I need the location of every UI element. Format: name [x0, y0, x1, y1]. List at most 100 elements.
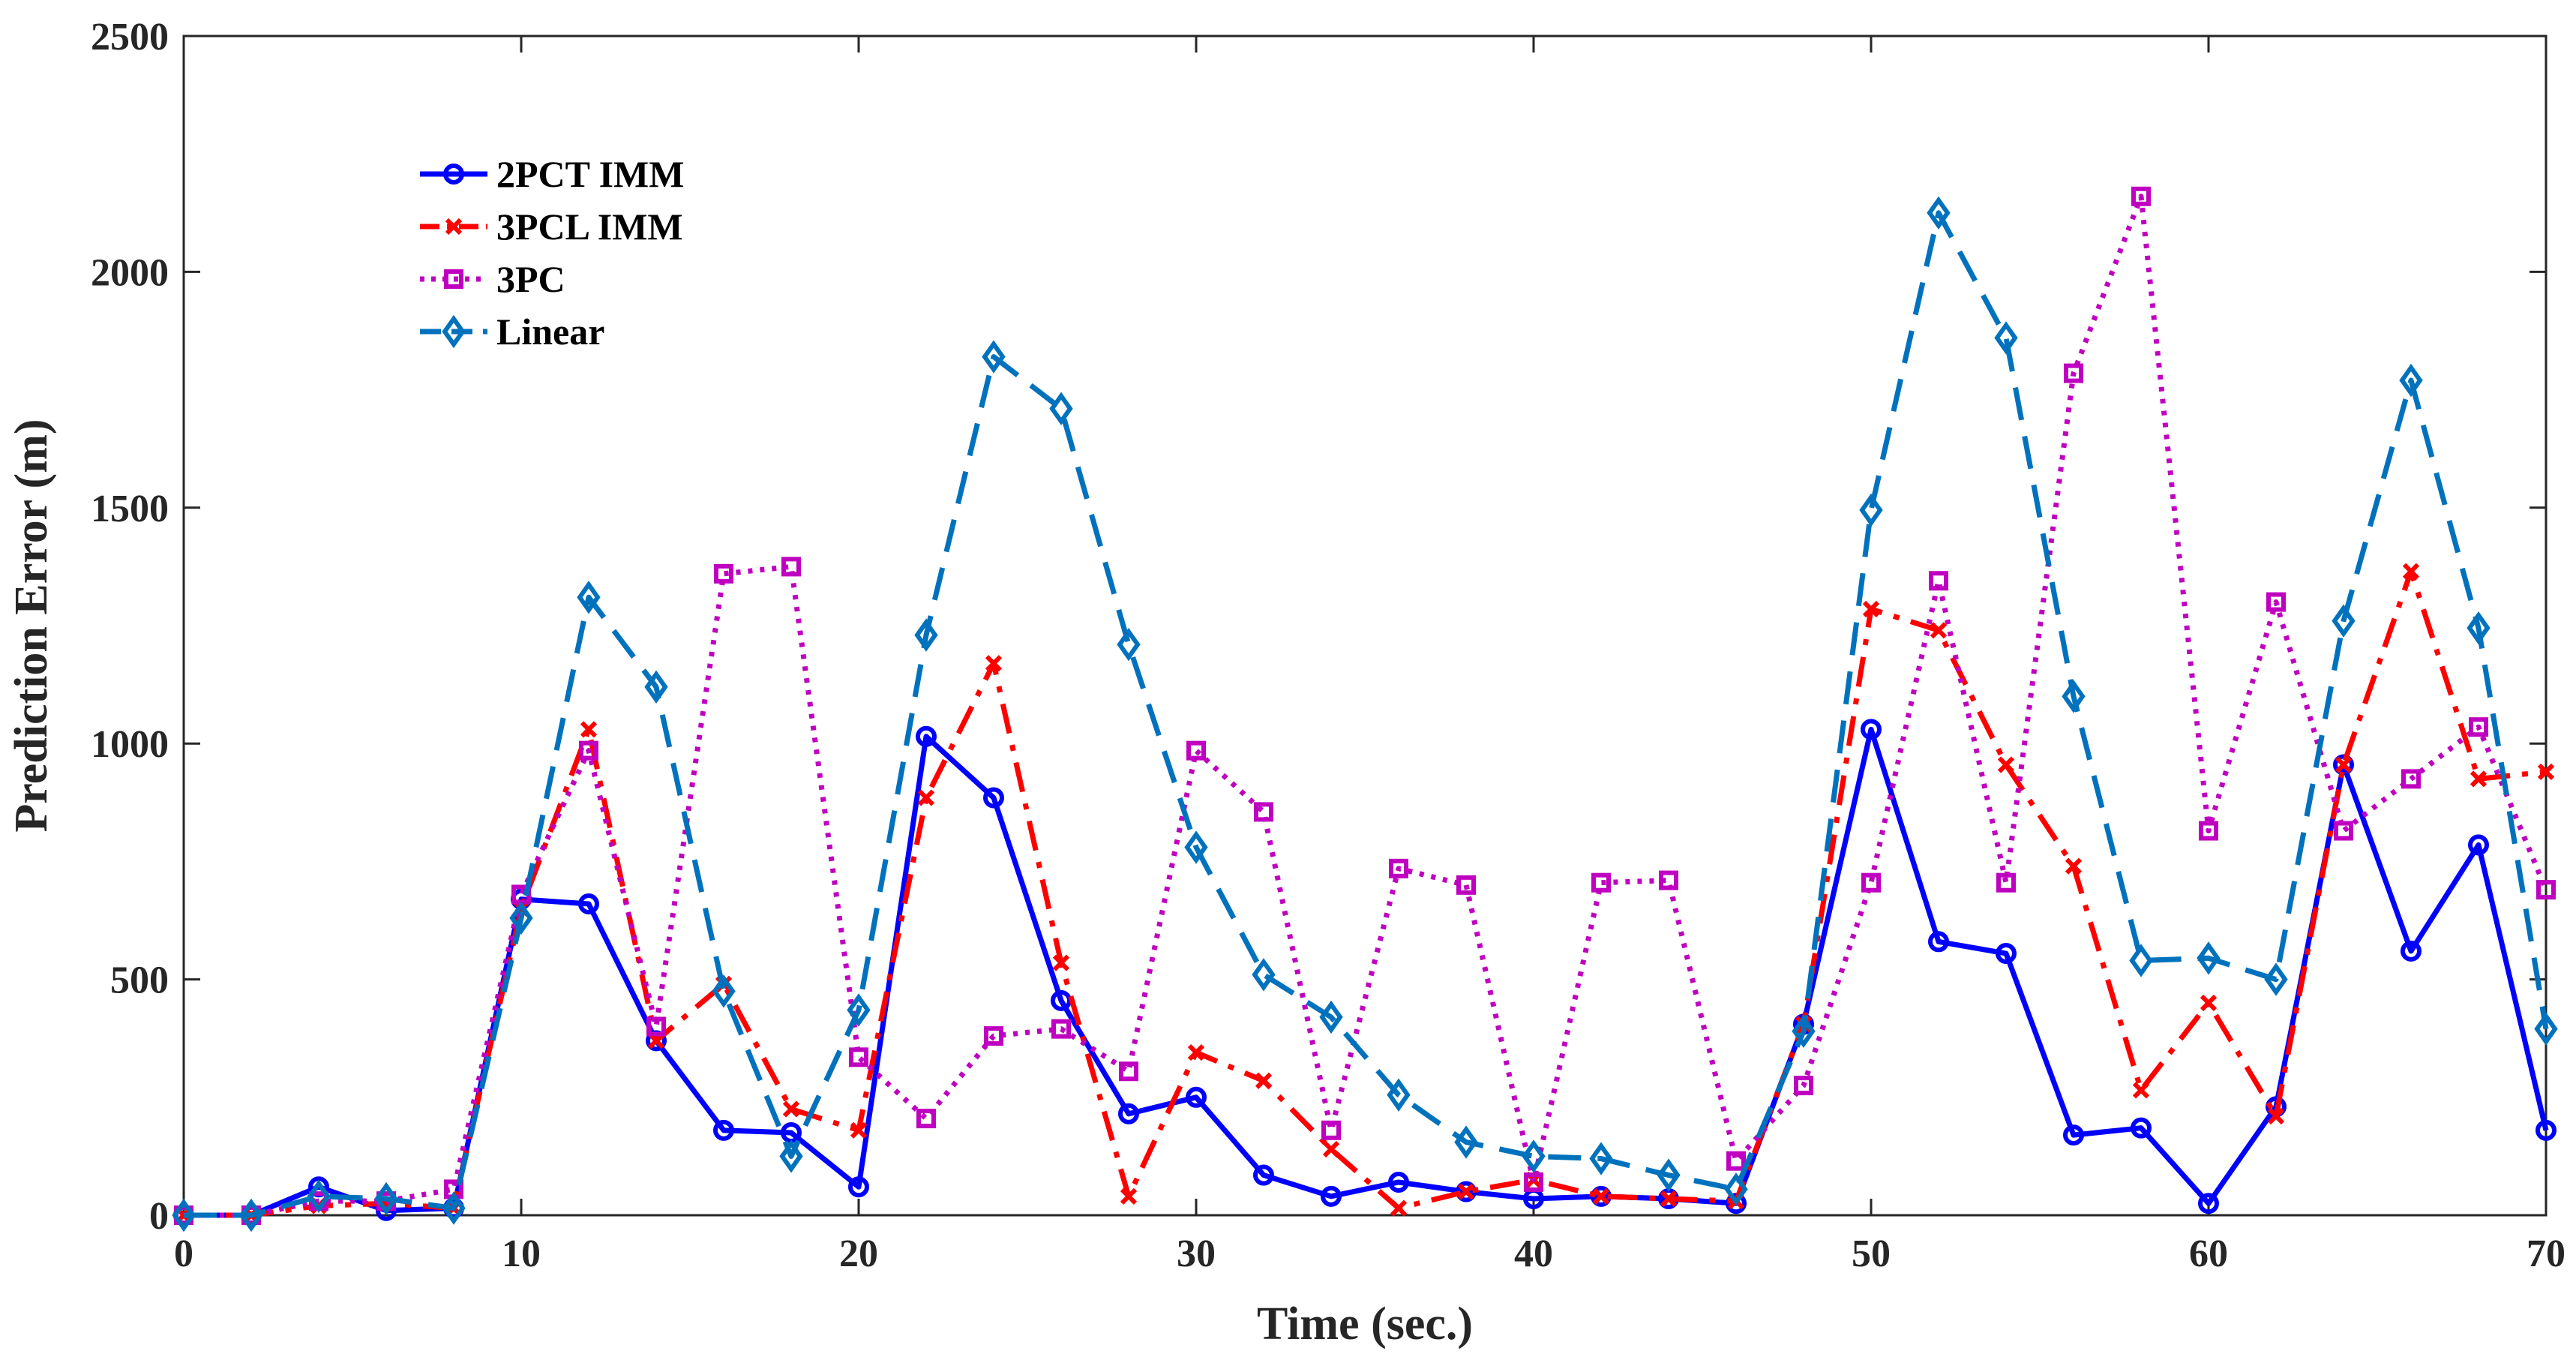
data-point [1522, 1139, 1546, 1173]
data-point [2401, 769, 2421, 789]
data-point [1927, 196, 1951, 230]
data-point [1996, 943, 2017, 965]
data-point [1120, 1187, 1138, 1205]
x-tick-label: 0 [174, 1232, 193, 1275]
data-point [1319, 1000, 1343, 1034]
x-tick-label: 50 [1852, 1232, 1891, 1275]
data-point [1321, 1185, 1342, 1207]
data-point [172, 1198, 196, 1232]
data-point [781, 557, 801, 577]
data-point [2064, 363, 2083, 383]
data-point [914, 618, 938, 652]
data-point [2132, 1082, 2150, 1099]
data-point [1322, 1140, 1340, 1158]
data-point [1524, 1172, 1543, 1192]
data-point [2332, 604, 2356, 638]
data-point [1660, 1190, 1678, 1208]
x-axis-title: Time (sec.) [1257, 1298, 1473, 1349]
data-point [1052, 954, 1070, 971]
x-tick-label: 60 [2189, 1232, 2228, 1275]
legend-label: 2PCT IMM [496, 153, 684, 195]
data-point [442, 1191, 466, 1225]
data-point [2335, 756, 2353, 773]
data-point [646, 1016, 666, 1037]
data-point [1321, 1120, 1341, 1140]
data-point [1186, 740, 1206, 761]
data-point [2264, 962, 2288, 996]
data-point [1996, 872, 2016, 893]
data-point [1657, 1158, 1681, 1192]
data-point [509, 901, 533, 935]
legend-entry: 3PCL IMM [420, 206, 683, 248]
axes-box [182, 35, 2548, 1217]
legend-marker [445, 218, 463, 236]
legend: 2PCT IMM 3PCL IMM 3PC Linear [420, 153, 684, 353]
data-point [2197, 941, 2221, 975]
data-point [1724, 1172, 1748, 1206]
legend-label: 3PC [496, 258, 565, 300]
data-point [1928, 931, 1949, 953]
data-point [307, 1179, 331, 1214]
data-point [2266, 592, 2286, 612]
data-point [1454, 1125, 1478, 1159]
data-point [577, 581, 601, 614]
data-point [982, 340, 1006, 374]
data-point [1659, 870, 1678, 890]
data-point [1186, 1086, 1207, 1108]
data-point [1589, 1142, 1613, 1175]
data-point [2468, 834, 2489, 856]
data-point [644, 670, 668, 704]
legend-entry: 2PCT IMM [420, 153, 684, 195]
data-point [1930, 622, 1948, 639]
y-axis-title: Prediction Error (m) [6, 419, 57, 833]
data-point [2065, 857, 2083, 875]
data-point [580, 721, 598, 738]
data-point [1794, 1076, 1813, 1096]
legend-marker [444, 269, 463, 289]
data-point [917, 789, 935, 806]
data-point [1861, 872, 1881, 893]
data-point [2537, 763, 2555, 781]
data-point [1119, 1061, 1138, 1082]
data-point [1118, 1103, 1139, 1124]
data-point [1184, 830, 1208, 864]
data-point [2534, 1012, 2558, 1046]
data-point [1049, 392, 1073, 425]
data-point [714, 563, 733, 584]
data-point [2129, 944, 2153, 977]
data-point [1187, 1043, 1205, 1061]
data-point [2402, 563, 2420, 580]
data-point [2267, 1107, 2285, 1125]
x-tick-label: 70 [2527, 1232, 2566, 1275]
data-point [985, 655, 1003, 672]
data-point [2467, 611, 2491, 645]
x-tick-label: 10 [502, 1232, 541, 1275]
data-point [848, 1176, 869, 1198]
data-point [1051, 1019, 1071, 1039]
data-point [984, 1026, 1003, 1046]
data-point [2334, 821, 2353, 841]
series-2pct-imm [173, 719, 2557, 1226]
data-point [2131, 1117, 2152, 1139]
data-point [1792, 1014, 1816, 1048]
axes: 0 10 20 30 40 50 60 70 0 500 1000 1500 2000 2500 Time … [6, 16, 2566, 1349]
data-point [2470, 770, 2488, 788]
data-point [1254, 802, 1273, 822]
data-point [1117, 627, 1141, 662]
data-point [239, 1198, 263, 1232]
data-point [1388, 1171, 1409, 1193]
y-tick-label: 2000 [91, 251, 169, 294]
y-tick-label: 0 [149, 1195, 169, 1238]
y-tick-label: 1500 [91, 488, 169, 530]
data-point [779, 1139, 803, 1173]
data-point [2401, 940, 2422, 962]
data-point [713, 1119, 734, 1141]
data-point [916, 725, 937, 747]
legend-marker [443, 164, 464, 185]
data-point [849, 1047, 868, 1067]
data-point [2200, 994, 2218, 1012]
data-point [847, 993, 871, 1027]
x-tick-label: 30 [1177, 1232, 1216, 1275]
data-point [2536, 1119, 2557, 1141]
